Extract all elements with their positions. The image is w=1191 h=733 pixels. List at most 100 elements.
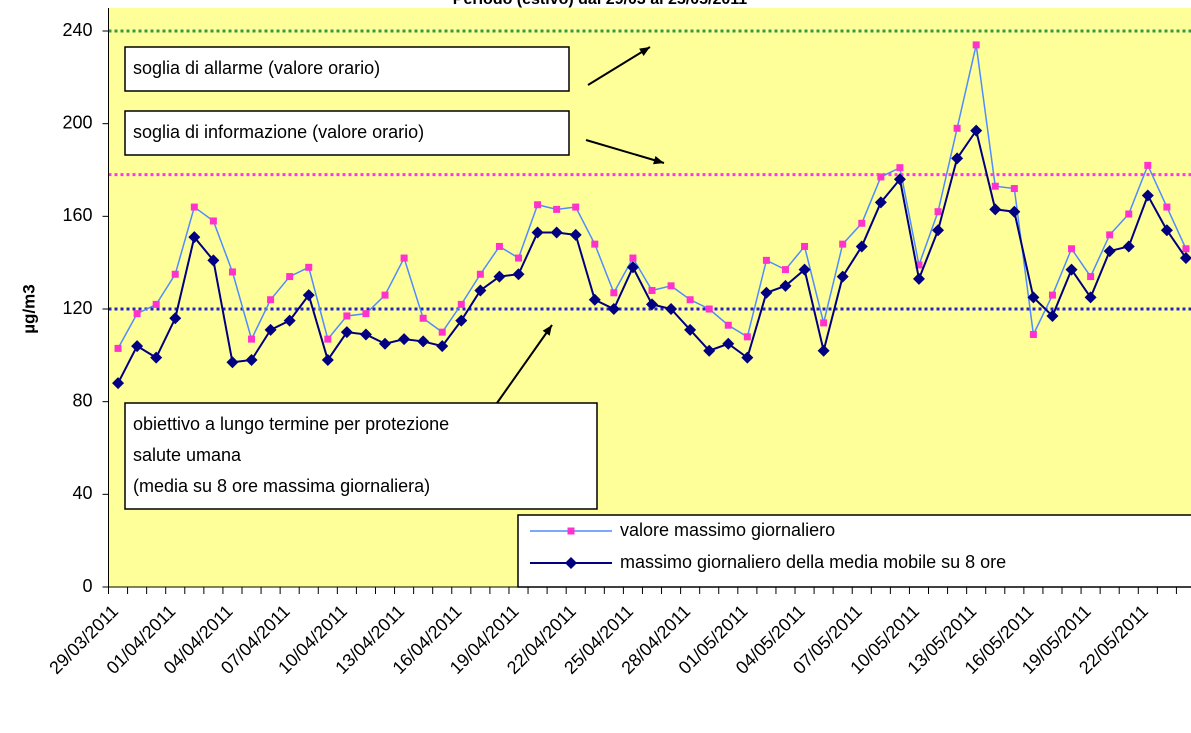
data-point bbox=[779, 279, 792, 292]
annotation-arrow bbox=[585, 139, 665, 164]
data-point bbox=[476, 270, 484, 278]
data-point bbox=[321, 353, 334, 366]
data-point bbox=[400, 254, 408, 262]
annotation-text: soglia di informazione (valore orario) bbox=[133, 122, 424, 142]
data-point bbox=[989, 203, 1002, 216]
arrow-head bbox=[542, 325, 552, 336]
data-point bbox=[705, 305, 713, 313]
annotation-box bbox=[124, 110, 570, 156]
y-tick-label: 240 bbox=[62, 20, 92, 40]
data-point bbox=[133, 310, 141, 318]
data-point bbox=[209, 217, 217, 225]
data-point bbox=[169, 312, 182, 325]
data-point bbox=[915, 261, 923, 269]
data-point bbox=[1029, 330, 1037, 338]
data-point bbox=[340, 326, 353, 339]
legend-marker bbox=[567, 527, 575, 535]
data-point bbox=[569, 228, 582, 241]
annotation-box bbox=[124, 402, 598, 510]
data-point bbox=[228, 268, 236, 276]
data-point bbox=[1084, 291, 1097, 304]
data-point bbox=[629, 254, 637, 262]
data-point bbox=[171, 270, 179, 278]
data-point bbox=[798, 263, 811, 276]
annotation-text: (media su 8 ore massima giornaliera) bbox=[133, 476, 430, 496]
data-point bbox=[493, 270, 506, 283]
data-point bbox=[190, 203, 198, 211]
data-point bbox=[553, 205, 561, 213]
data-point bbox=[114, 344, 122, 352]
data-point bbox=[1087, 273, 1095, 281]
data-point bbox=[188, 231, 201, 244]
data-point bbox=[474, 284, 487, 297]
data-point bbox=[324, 335, 332, 343]
data-point bbox=[588, 293, 601, 306]
annotation-arrow bbox=[587, 46, 651, 86]
y-tick-label: 200 bbox=[62, 112, 92, 132]
data-point bbox=[896, 164, 904, 172]
data-point bbox=[1008, 205, 1021, 218]
data-point bbox=[724, 321, 732, 329]
data-point bbox=[1141, 189, 1154, 202]
data-point bbox=[934, 208, 942, 216]
data-point bbox=[1179, 252, 1191, 265]
data-point bbox=[245, 353, 258, 366]
data-point bbox=[455, 314, 468, 327]
y-axis-label: µg/m3 bbox=[19, 284, 38, 333]
annotation-box bbox=[124, 46, 570, 92]
data-point bbox=[362, 310, 370, 318]
data-point bbox=[858, 219, 866, 227]
chart-title: Periodo (estivo) dal 29/03 al 25/05/2011 bbox=[453, 0, 747, 8]
data-point bbox=[150, 351, 163, 364]
data-point bbox=[684, 323, 697, 336]
data-point bbox=[686, 296, 694, 304]
data-point bbox=[359, 328, 372, 341]
data-point bbox=[534, 201, 542, 209]
data-point bbox=[112, 377, 125, 390]
data-point bbox=[1046, 309, 1059, 322]
data-point bbox=[286, 273, 294, 281]
data-point bbox=[207, 254, 220, 267]
annotation-text: soglia di allarme (valore orario) bbox=[133, 58, 380, 78]
annotation-text: salute umana bbox=[133, 445, 242, 465]
data-point bbox=[398, 333, 411, 346]
data-point bbox=[512, 268, 525, 281]
data-point bbox=[1103, 245, 1116, 258]
data-point bbox=[665, 303, 678, 315]
data-point bbox=[591, 240, 599, 248]
data-point bbox=[1122, 240, 1135, 253]
data-point bbox=[1144, 161, 1152, 169]
data-point bbox=[817, 344, 830, 357]
data-point bbox=[972, 41, 980, 49]
data-point bbox=[1027, 291, 1040, 304]
data-point bbox=[1163, 203, 1171, 211]
data-point bbox=[1160, 224, 1173, 237]
data-point bbox=[1068, 245, 1076, 253]
data-point bbox=[703, 344, 716, 357]
data-point bbox=[152, 300, 160, 308]
annotation-arrow bbox=[496, 324, 553, 404]
data-point bbox=[572, 203, 580, 211]
data-point bbox=[855, 240, 868, 253]
data-point bbox=[991, 182, 999, 190]
data-point bbox=[1065, 263, 1078, 276]
y-tick-label: 120 bbox=[62, 298, 92, 318]
data-point bbox=[302, 289, 315, 302]
data-point bbox=[743, 333, 751, 341]
legend-label: massimo giornaliero della media mobile s… bbox=[620, 552, 1006, 572]
y-tick-label: 40 bbox=[72, 483, 92, 503]
data-point bbox=[607, 303, 620, 315]
data-point bbox=[457, 300, 465, 308]
data-point bbox=[531, 226, 544, 239]
data-point bbox=[417, 335, 430, 348]
data-point bbox=[495, 242, 503, 250]
data-point bbox=[741, 351, 754, 364]
y-tick-label: 160 bbox=[62, 205, 92, 225]
arrow-head bbox=[653, 156, 664, 165]
data-point bbox=[436, 340, 449, 353]
data-point bbox=[626, 261, 639, 274]
data-point bbox=[438, 328, 446, 336]
data-point bbox=[305, 263, 313, 271]
data-point bbox=[419, 314, 427, 322]
data-point bbox=[762, 256, 770, 264]
